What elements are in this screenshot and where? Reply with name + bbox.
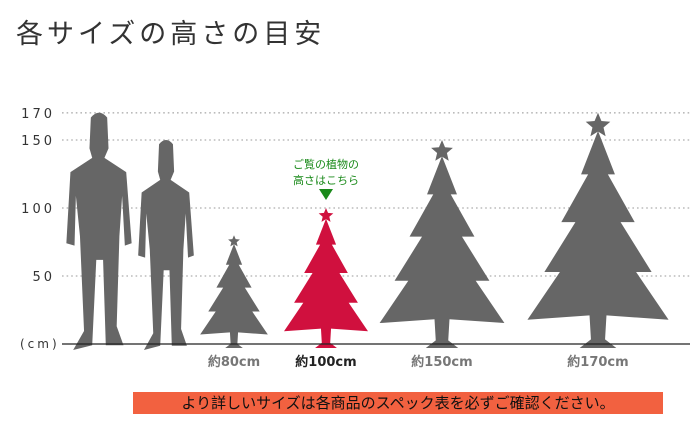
man-silhouette-icon bbox=[66, 112, 132, 350]
notice-banner: より詳しいサイズは各商品のスペック表を必ずご確認ください。 bbox=[133, 392, 663, 414]
tick-label: 50 bbox=[32, 270, 55, 285]
tree-170cm bbox=[527, 112, 669, 348]
star-icon bbox=[585, 112, 611, 137]
tick-label: 170 bbox=[21, 107, 55, 122]
star-icon bbox=[431, 140, 453, 161]
tree-size-label: 約100cm bbox=[295, 354, 356, 370]
callout-line2: 高さはこちら bbox=[293, 173, 359, 187]
tree-size-label: 約80cm bbox=[208, 354, 260, 370]
page-title: 各サイズの高さの目安 bbox=[16, 19, 326, 50]
tick-label: 150 bbox=[21, 134, 55, 149]
tree-icon bbox=[527, 130, 669, 348]
unit-label: (cm) bbox=[20, 337, 60, 351]
tree-icon bbox=[379, 156, 505, 348]
tree-icon bbox=[200, 243, 268, 348]
tick-label: 100 bbox=[21, 202, 55, 217]
star-icon bbox=[228, 235, 240, 247]
tree-100cm bbox=[284, 208, 368, 348]
woman-silhouette-icon bbox=[138, 140, 194, 350]
tree-80cm bbox=[200, 235, 268, 348]
callout-arrow-icon bbox=[319, 189, 333, 200]
star-icon bbox=[318, 208, 334, 222]
tree-size-label: 約150cm bbox=[411, 354, 472, 370]
callout-line1: ご覧の植物の bbox=[293, 157, 359, 171]
tree-150cm bbox=[379, 140, 505, 348]
tree-size-label: 約170cm bbox=[567, 354, 628, 370]
tree-icon bbox=[284, 218, 368, 348]
